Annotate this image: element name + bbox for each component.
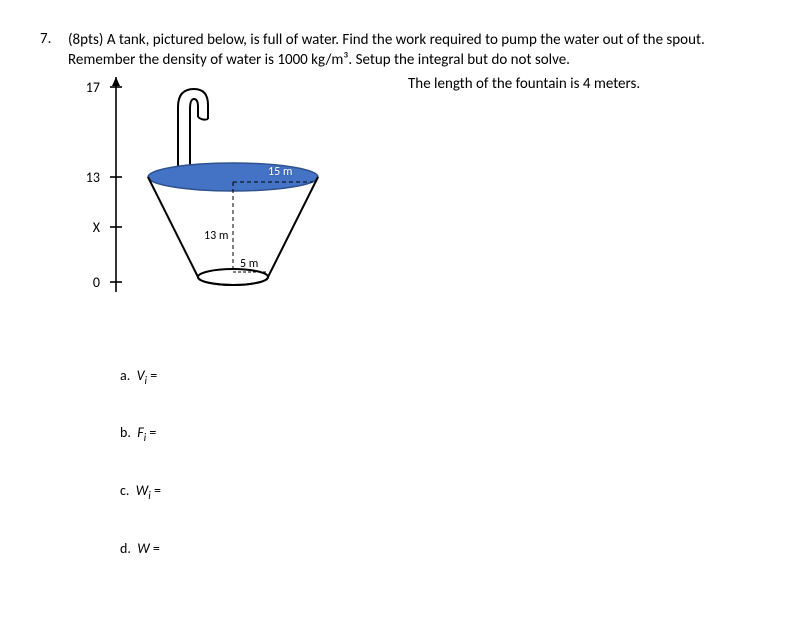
question-text: (8pts) A tank, pictured below, is full o…	[68, 30, 761, 71]
tick-13: 13	[70, 169, 100, 186]
question-body2: . Setup the integral but do not solve.	[348, 51, 570, 69]
answer-b: b. Fi =	[120, 424, 761, 444]
tick-0: 0	[70, 274, 100, 291]
question-points: (8pts)	[68, 31, 103, 49]
tick-x: X	[70, 219, 100, 236]
question-number: 7.	[40, 30, 60, 48]
label-5m: 5 m	[240, 257, 258, 271]
tick-17: 17	[70, 79, 100, 96]
tank-diagram	[128, 77, 388, 307]
label-15m: 15 m	[268, 165, 292, 179]
label-13m: 13 m	[204, 229, 228, 243]
density: 1000 kg/m³	[277, 51, 348, 69]
answer-blanks: a. Vi = b. Fi = c. Wi = d. W =	[120, 367, 761, 557]
answer-a: a. Vi =	[120, 367, 761, 387]
answer-d: d. W =	[120, 540, 761, 557]
fountain-note: The length of the fountain is 4 meters.	[408, 75, 768, 93]
figure: 17 13 X 0 15 m 13 m 5 m The length of th…	[68, 77, 468, 327]
y-axis	[106, 77, 126, 297]
answer-c: c. Wi =	[120, 482, 761, 502]
